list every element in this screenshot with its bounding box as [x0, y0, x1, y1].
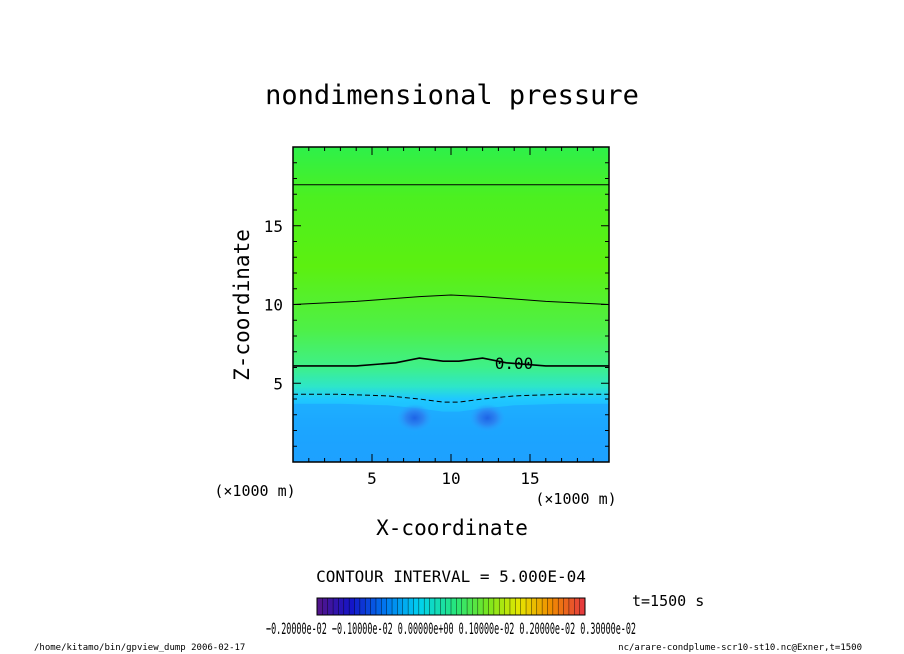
colorbar-swatch	[467, 598, 473, 615]
colorbar-swatch	[504, 598, 511, 615]
colorbar	[316, 598, 586, 615]
footer-right: nc/arare-condplume-scr10-st10.nc@Exner,t…	[618, 643, 862, 653]
colorbar-swatch	[579, 598, 586, 615]
y-tick-label: 10	[264, 296, 283, 315]
contour-line-3	[293, 357, 609, 367]
colorbar-swatch	[349, 598, 356, 615]
colorbar-swatch	[317, 598, 323, 615]
colorbar-swatch	[413, 598, 420, 615]
colorbar-swatch	[392, 598, 398, 615]
colorbar-swatch	[515, 598, 522, 615]
y-tick-label: 15	[264, 217, 283, 236]
colorbar-swatch	[322, 598, 329, 615]
colorbar-swatch	[418, 598, 425, 615]
x-tick-label: 15	[520, 469, 539, 488]
colorbar-swatch	[552, 598, 559, 615]
colorbar-swatch	[333, 598, 339, 615]
colorbar-swatch	[536, 598, 543, 615]
colorbar-swatch	[520, 598, 527, 615]
colorbar-swatch	[542, 598, 548, 615]
colorbar-swatch	[472, 598, 479, 615]
colorbar-swatch	[526, 598, 532, 615]
colorbar-swatch	[386, 598, 393, 615]
x-axis-label: X-coordinate	[376, 516, 528, 540]
vortex-center-1	[396, 403, 433, 432]
colorbar-swatch	[493, 598, 500, 615]
y-axis-label: Z-coordinate	[230, 229, 254, 381]
y-tick-label: 5	[273, 374, 283, 393]
colorbar-swatch	[499, 598, 506, 615]
colorbar-swatch	[547, 598, 554, 615]
colorbar-swatch	[343, 598, 350, 615]
time-label: t=1500 s	[632, 592, 704, 610]
contour-line-2	[293, 294, 609, 305]
colorbar-swatch	[440, 598, 447, 615]
cold-pool-region	[293, 403, 609, 462]
contour-interval-label: CONTOUR INTERVAL = 5.000E-04	[316, 567, 586, 586]
plot-area	[293, 147, 609, 462]
colorbar-swatch	[461, 598, 468, 615]
x-unit-label: (×1000 m)	[535, 490, 616, 508]
colorbar-swatch	[338, 598, 345, 615]
colorbar-frame	[316, 597, 586, 616]
x-tick-label: 5	[367, 469, 377, 488]
colorbar-swatch	[365, 598, 372, 615]
footer-left: /home/kitamo/bin/gpview_dump 2006-02-17	[34, 643, 245, 653]
colorbar-swatch	[488, 598, 495, 615]
colorbar-swatch	[359, 598, 366, 615]
colorbar-swatch	[445, 598, 452, 615]
colorbar-swatch	[509, 598, 516, 615]
colorbar-swatch	[558, 598, 565, 615]
colorbar-swatch	[397, 598, 404, 615]
vortex-center-2	[469, 403, 506, 432]
colorbar-tick-labels: −0.20000e-02 −0.10000e-02 0.00000e+00 0.…	[266, 619, 636, 638]
x-tick-label: 10	[441, 469, 460, 488]
colorbar-swatch	[563, 598, 570, 615]
colorbar-swatch	[424, 598, 431, 615]
contour-label: 0.00	[495, 354, 534, 373]
colorbar-swatch	[381, 598, 388, 615]
colorbar-swatch	[477, 598, 484, 615]
colorbar-swatch	[327, 598, 334, 615]
colorbar-swatch	[531, 598, 538, 615]
colorbar-swatch	[574, 598, 581, 615]
colorbar-swatch	[568, 598, 575, 615]
colorbar-swatch	[375, 598, 382, 615]
colorbar-swatch	[451, 598, 457, 615]
colorbar-swatch	[370, 598, 377, 615]
y-unit-label: (×1000 m)	[214, 482, 295, 500]
colorbar-swatch	[483, 598, 490, 615]
colorbar-swatch	[408, 598, 414, 615]
colorbar-swatch	[456, 598, 463, 615]
colorbar-swatch	[429, 598, 436, 615]
colorbar-swatch	[434, 598, 441, 615]
chart-title: nondimensional pressure	[265, 80, 639, 111]
colorbar-swatch	[402, 598, 409, 615]
colorbar-swatch	[354, 598, 361, 615]
